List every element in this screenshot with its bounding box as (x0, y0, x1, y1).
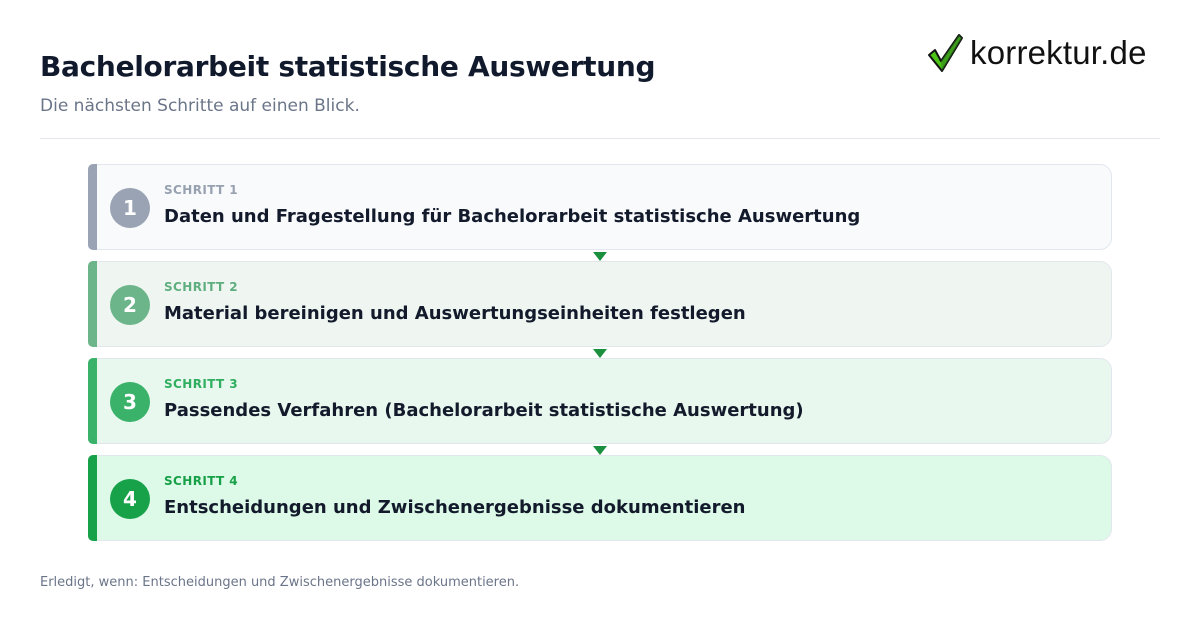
step-number-badge: 4 (110, 479, 150, 519)
step-number-badge: 3 (110, 382, 150, 422)
logo-text: korrektur.de (970, 34, 1147, 71)
page-subtitle: Die nächsten Schritte auf einen Blick. (40, 96, 360, 116)
step-number-badge: 2 (110, 285, 150, 325)
step-label: SCHRITT 1 (164, 183, 238, 197)
checkmark-icon (928, 34, 963, 72)
page-title: Bachelorarbeit statistische Auswertung (40, 50, 656, 83)
step-text: Material bereinigen und Auswertungseinhe… (164, 303, 746, 324)
step-card-1: 1 SCHRITT 1 Daten und Fragestellung für … (88, 164, 1112, 250)
korrektur-logo: korrektur.de (926, 28, 1147, 78)
step-label: SCHRITT 2 (164, 280, 238, 294)
step-text: Daten und Fragestellung für Bachelorarbe… (164, 206, 861, 227)
step-card-2: 2 SCHRITT 2 Material bereinigen und Ausw… (88, 261, 1112, 347)
down-arrow-icon (593, 349, 607, 358)
step-label: SCHRITT 4 (164, 474, 238, 488)
step-card-3: 3 SCHRITT 3 Passendes Verfahren (Bachelo… (88, 358, 1112, 444)
step-accent-bar (88, 455, 97, 541)
down-arrow-icon (593, 446, 607, 455)
step-accent-bar (88, 358, 97, 444)
down-arrow-icon (593, 252, 607, 261)
step-card-4: 4 SCHRITT 4 Entscheidungen und Zwischene… (88, 455, 1112, 541)
footer-note: Erledigt, wenn: Entscheidungen und Zwisc… (40, 575, 520, 590)
step-label: SCHRITT 3 (164, 377, 238, 391)
step-number-badge: 1 (110, 188, 150, 228)
step-text: Passendes Verfahren (Bachelorarbeit stat… (164, 400, 804, 421)
header-divider (40, 138, 1160, 139)
step-text: Entscheidungen und Zwischenergebnisse do… (164, 497, 746, 518)
step-accent-bar (88, 164, 97, 250)
step-accent-bar (88, 261, 97, 347)
